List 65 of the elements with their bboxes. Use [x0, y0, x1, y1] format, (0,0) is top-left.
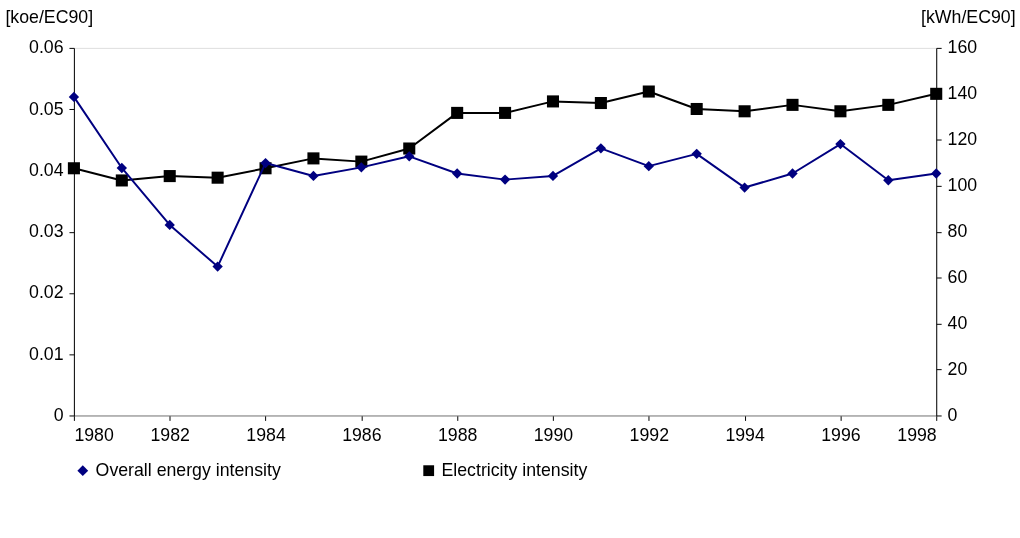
point [116, 162, 127, 174]
x-tick-label: 1998 [897, 424, 937, 445]
point [835, 138, 846, 150]
x-tick-label: 1984 [246, 424, 286, 445]
point [546, 95, 560, 108]
y2-tick-label: 0 [947, 404, 958, 425]
point [452, 168, 463, 179]
point [260, 157, 271, 169]
point [68, 91, 80, 103]
point [164, 219, 175, 231]
y2-axis-title: [kWh/EC90] [921, 6, 1016, 27]
y-tick-label: 0.02 [29, 282, 64, 303]
point [690, 102, 703, 116]
y2-tick-label: 40 [947, 313, 968, 333]
point [642, 85, 655, 98]
y2-tick-label: 60 [947, 267, 968, 288]
x-tick-label: 1986 [342, 424, 382, 445]
y-axis-title: [koe/EC90] [5, 6, 94, 27]
point [308, 170, 319, 182]
point [643, 160, 654, 172]
point [739, 182, 750, 193]
x-tick-label: 1996 [821, 424, 861, 445]
point [211, 171, 224, 184]
point [307, 152, 320, 165]
legend-label: Electricity intensity [441, 459, 588, 480]
point [882, 98, 895, 111]
point [787, 168, 798, 179]
x-tick-label: 1994 [725, 424, 765, 445]
point [786, 98, 799, 111]
point [163, 170, 176, 183]
point [212, 261, 223, 272]
x-tick-label: 1990 [533, 424, 574, 445]
point [883, 175, 894, 186]
y2-tick-label: 140 [947, 83, 978, 104]
point [356, 162, 367, 173]
point [930, 87, 943, 100]
point [691, 148, 702, 160]
point [499, 174, 511, 185]
legend-label: Overall energy intensity [95, 459, 281, 480]
x-tick-label: 1992 [629, 424, 669, 445]
point [738, 105, 751, 118]
y2-tick-label: 160 [947, 37, 978, 58]
x-tick-label: 1980 [74, 424, 114, 445]
y-tick-label: 0.05 [29, 98, 64, 119]
y2-tick-label: 20 [947, 358, 968, 379]
y-tick-label: 0.04 [29, 159, 64, 180]
y2-tick-label: 80 [947, 221, 968, 242]
point [594, 96, 607, 110]
x-tick-label: 1988 [437, 424, 478, 445]
point [547, 170, 559, 182]
point [67, 162, 80, 175]
point [115, 174, 128, 187]
y-tick-label: 0 [53, 404, 64, 425]
point [499, 106, 512, 119]
point [404, 151, 415, 162]
y-tick-label: 0.03 [29, 221, 64, 242]
point [451, 106, 464, 119]
point [931, 168, 942, 179]
y2-tick-label: 100 [947, 175, 978, 196]
y2-tick-label: 120 [947, 129, 978, 150]
y-tick-label: 0.01 [29, 343, 64, 364]
point [595, 143, 607, 154]
y-tick-label: 0.06 [29, 37, 64, 58]
x-tick-label: 1982 [150, 424, 190, 445]
point [834, 105, 847, 118]
